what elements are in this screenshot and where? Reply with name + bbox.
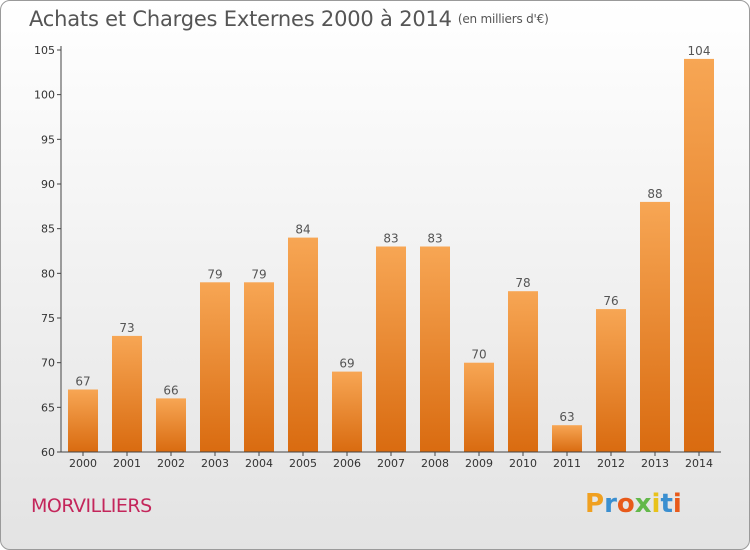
bar-2013	[640, 201, 670, 452]
bar-2000	[68, 389, 98, 452]
data-label-2014: 104	[688, 44, 711, 58]
x-tick-label-2012: 2012	[597, 457, 625, 470]
logo-letter: i	[651, 489, 661, 519]
x-tick-label-2002: 2002	[157, 457, 185, 470]
y-tick-label-75: 75	[41, 312, 55, 325]
data-label-2007: 83	[383, 232, 398, 246]
data-label-2003: 79	[207, 267, 222, 281]
bar-2009	[464, 362, 494, 452]
x-tick-label-2005: 2005	[289, 457, 317, 470]
chart-title-text: Achats et Charges Externes 2000 à 2014	[29, 7, 452, 31]
logo-letter: i	[672, 489, 682, 519]
logo-letter: P	[585, 489, 605, 519]
bar-2010	[508, 291, 538, 452]
data-label-2011: 63	[559, 410, 574, 424]
y-tick-label-95: 95	[41, 133, 55, 146]
bar-2007	[376, 246, 406, 452]
bar-2002	[156, 398, 186, 452]
location-name: MORVILLIERS	[31, 495, 152, 517]
x-tick-label-2014: 2014	[685, 457, 713, 470]
data-label-2002: 66	[163, 383, 178, 397]
data-label-2006: 69	[339, 357, 354, 371]
data-label-2009: 70	[471, 348, 486, 362]
y-tick-label-85: 85	[41, 223, 55, 236]
y-tick-label-60: 60	[41, 446, 55, 459]
proxiti-logo[interactable]: Proxiti	[585, 489, 682, 519]
x-tick-label-2011: 2011	[553, 457, 581, 470]
bar-2012	[596, 309, 626, 452]
x-tick-label-2010: 2010	[509, 457, 537, 470]
bar-2014	[684, 58, 714, 453]
data-label-2012: 76	[603, 294, 618, 308]
data-label-2010: 78	[515, 276, 530, 290]
logo-letter: o	[616, 489, 635, 519]
bar-2011	[552, 425, 582, 452]
y-tick-label-65: 65	[41, 401, 55, 414]
y-tick-label-70: 70	[41, 357, 55, 370]
x-tick-label-2004: 2004	[245, 457, 273, 470]
chart-subtitle: (en milliers d'€)	[457, 12, 549, 26]
x-tick-label-2009: 2009	[465, 457, 493, 470]
data-label-2001: 73	[119, 321, 134, 335]
y-tick-label-100: 100	[34, 89, 55, 102]
data-label-2008: 83	[427, 232, 442, 246]
logo-letter: r	[604, 489, 617, 519]
x-tick-label-2000: 2000	[69, 457, 97, 470]
x-tick-label-2013: 2013	[641, 457, 669, 470]
data-label-2005: 84	[295, 223, 310, 237]
bar-2006	[332, 371, 362, 452]
y-tick-label-80: 80	[41, 267, 55, 280]
data-label-2000: 67	[75, 375, 90, 389]
bar-2008	[420, 246, 450, 452]
y-tick-label-90: 90	[41, 178, 55, 191]
chart-title: Achats et Charges Externes 2000 à 2014 (e…	[29, 7, 549, 31]
bar-2004	[244, 282, 274, 452]
y-tick-label-105: 105	[34, 44, 55, 57]
bar-2005	[288, 237, 318, 452]
logo-letter: x	[634, 489, 652, 519]
x-tick-label-2006: 2006	[333, 457, 361, 470]
x-tick-label-2001: 2001	[113, 457, 141, 470]
x-tick-label-2007: 2007	[377, 457, 405, 470]
logo-letter: t	[660, 489, 673, 519]
data-label-2004: 79	[251, 267, 266, 281]
bar-2001	[112, 335, 142, 452]
bar-2003	[200, 282, 230, 452]
x-tick-label-2008: 2008	[421, 457, 449, 470]
data-label-2013: 88	[647, 187, 662, 201]
x-tick-label-2003: 2003	[201, 457, 229, 470]
